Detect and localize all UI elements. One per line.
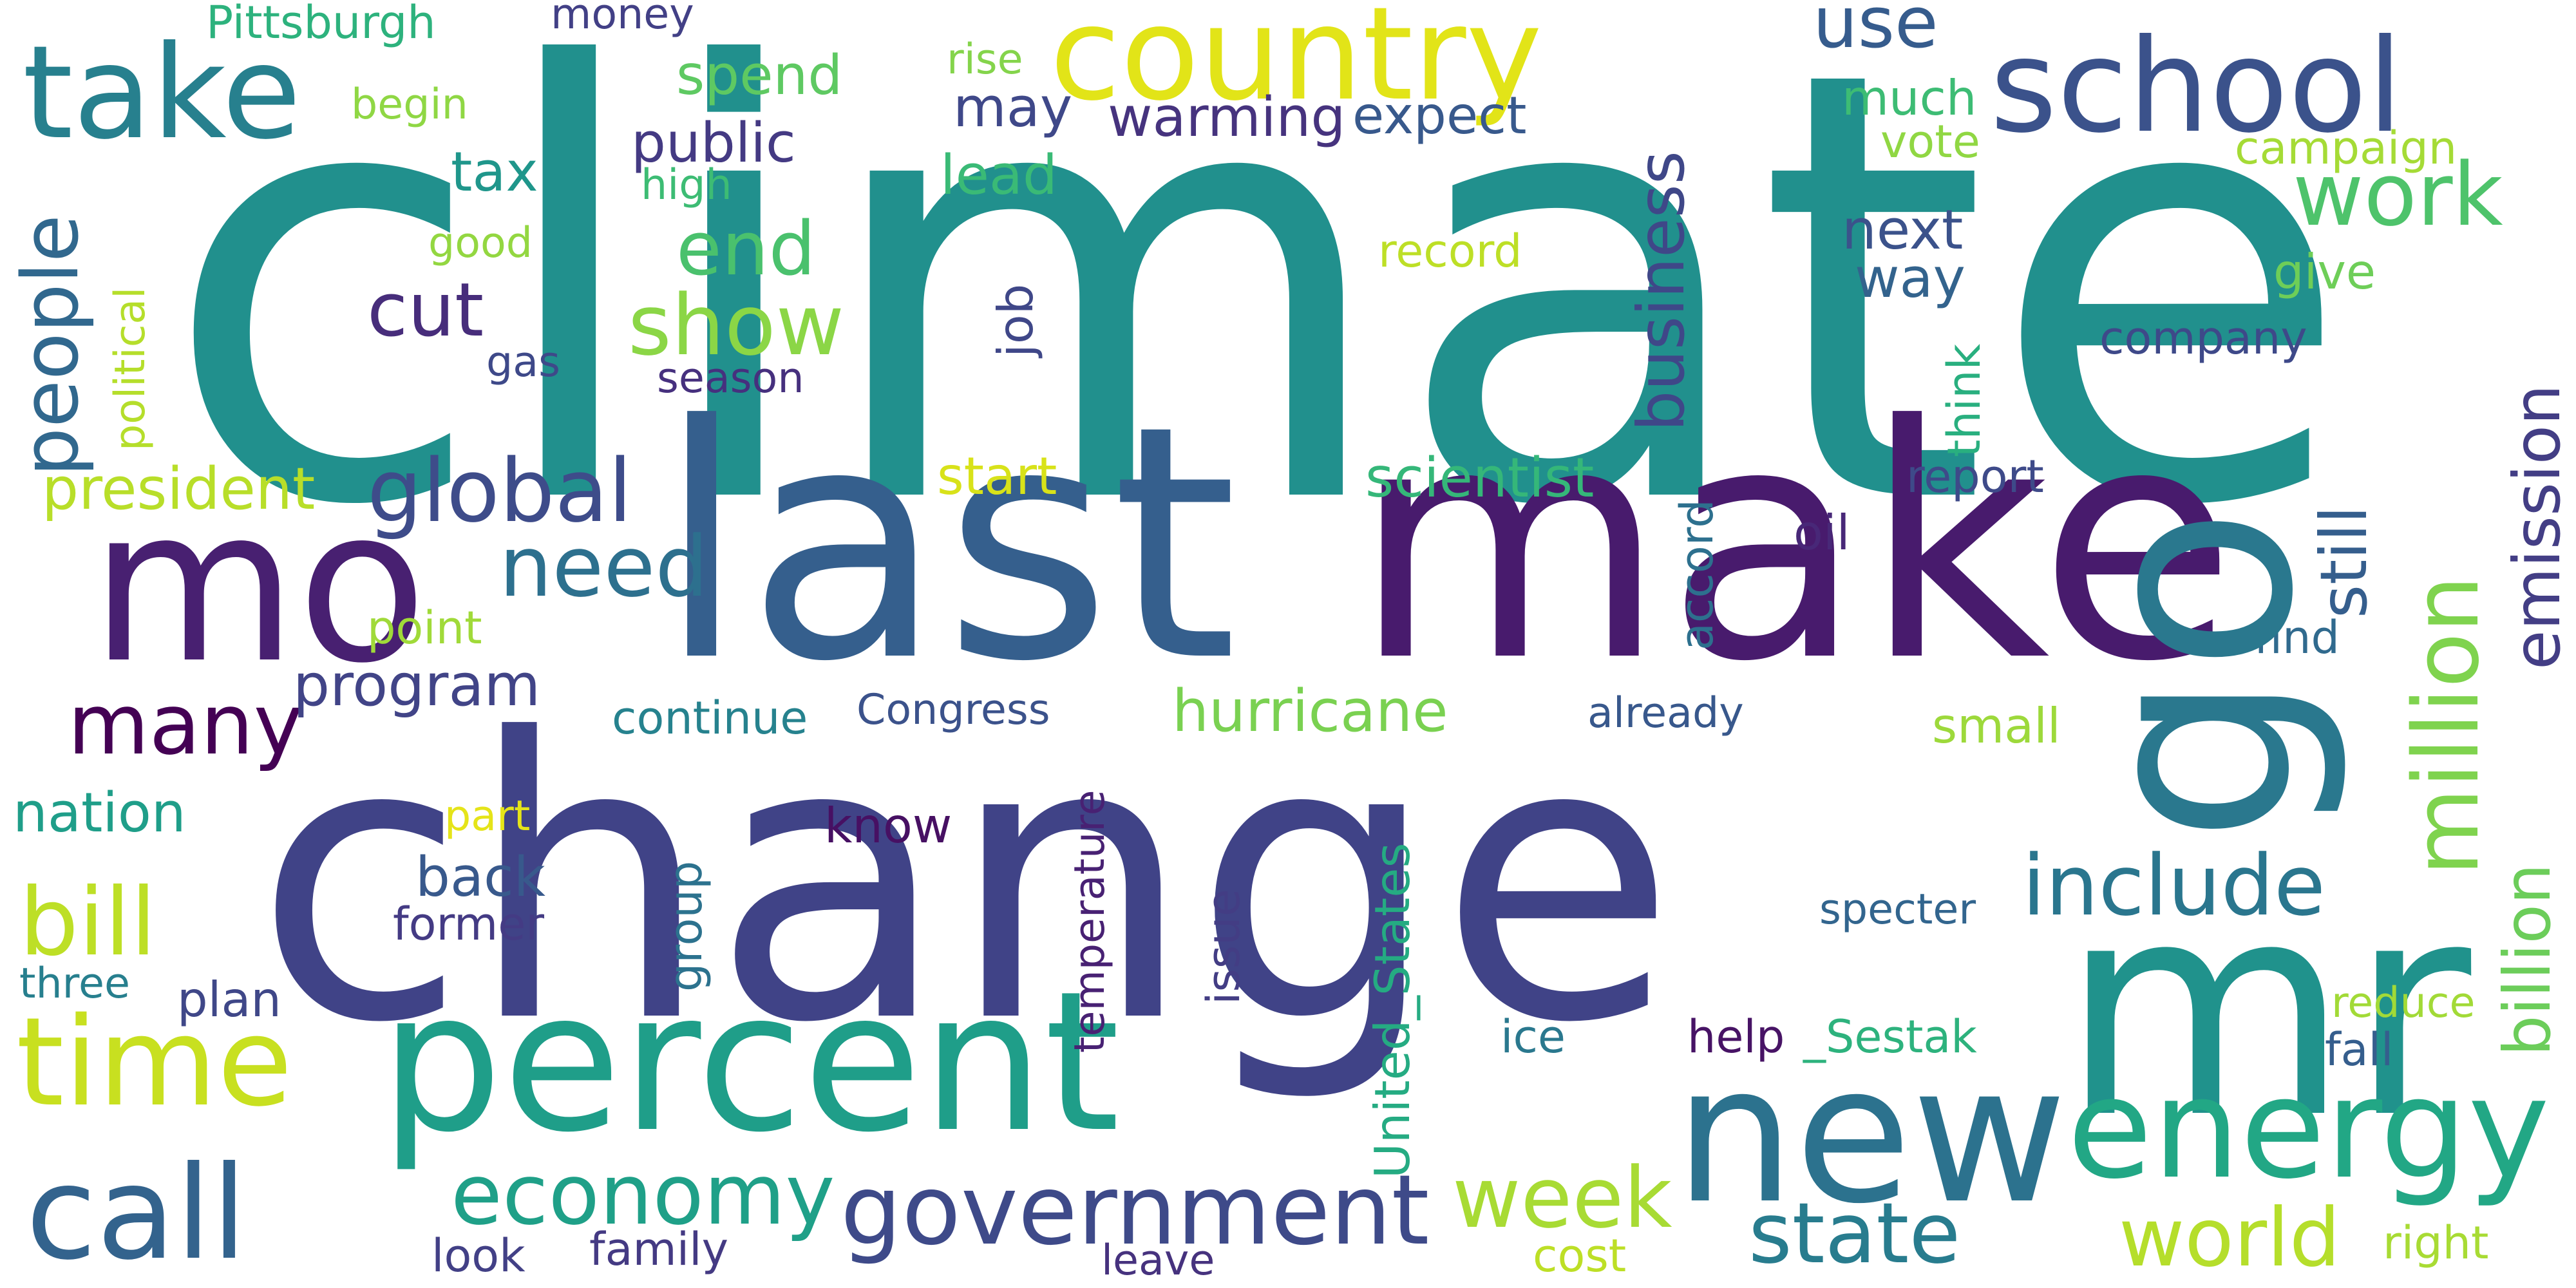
word-million: million [2394,575,2499,876]
word-cut: cut [367,267,484,354]
word-work: work [2293,144,2503,245]
word-begin: begin [351,80,468,129]
word-find: find [2254,611,2340,664]
word-go: go [2038,506,2353,844]
word-accord: accord [1671,499,1723,650]
word-mr: mr [2061,838,2472,1183]
word-still: still [2306,506,2382,618]
word-global: global [367,440,632,542]
word-next: next [1842,198,1964,262]
word-look: look [431,1229,526,1282]
word-give: give [2273,243,2376,300]
word-expect: expect [1352,86,1527,146]
word-time: time [16,991,293,1133]
word-end: end [676,206,816,292]
word-president: president [42,455,316,523]
word-already: already [1587,689,1744,737]
word-spend: spend [676,44,843,108]
word-warming: warming [1108,86,1346,149]
word-public: public [631,111,796,175]
word-change: change [254,657,1677,1107]
word-include: include [2022,837,2325,934]
word-small: small [1932,697,2061,754]
word-cost: cost [1533,1229,1627,1282]
word-part: part [444,792,531,840]
word-vote: vote [1880,115,1980,168]
word-fall: fall [2325,1023,2394,1076]
word-start: start [937,446,1057,506]
word-back: back [415,846,545,909]
word-issue: issue [1197,889,1250,1005]
word-Congress: Congress [857,686,1050,734]
word-campaign: campaign [2235,122,2458,175]
word-group: group [659,860,712,992]
word-people: people [6,214,96,477]
word-bill: bill [19,868,156,977]
word-specter: specter [1819,886,1976,934]
word-many: many [68,676,303,773]
word-last: last [657,357,1238,732]
word-good: good [428,219,533,267]
word-report: report [1906,450,2044,503]
word-company: company [2099,312,2307,365]
word-country: country [1050,0,1542,129]
word-need: need [499,518,708,616]
word-Pittsburgh: Pittsburgh [206,0,436,49]
word-mo: mo [90,462,428,710]
word-political: political [106,287,155,451]
word-school: school [1990,12,2403,162]
word-hurricane: hurricane [1172,677,1448,745]
word-oil: oil [1794,504,1850,561]
word-make: make [1352,357,2237,732]
word-season: season [657,354,804,402]
word-percent: percent [380,950,1121,1175]
word-job: job [987,283,1044,357]
word-tax: tax [451,140,538,204]
word-government: government [840,1155,1430,1267]
word-new: new [1674,1024,2067,1245]
word-energy: energy [2067,1048,2550,1209]
word-nation: nation [13,781,186,845]
word-state: state [1748,1184,1961,1282]
word-plan: plan [177,971,281,1028]
word-leave: leave [1101,1236,1215,1285]
word-business: business [1624,151,1699,431]
word-emission: emission [2499,384,2575,670]
word-know: know [824,797,952,854]
word-scientist: scientist [1365,446,1595,510]
word-continue: continue [612,692,808,744]
word-family: family [589,1223,729,1276]
word-former: former [393,898,545,951]
word-right: right [2383,1217,2489,1269]
word-way: way [1855,247,1965,310]
word-economy: economy [451,1146,835,1244]
word-United_States: United_States [1364,842,1421,1179]
word-high: high [641,161,732,209]
word-may: may [953,76,1073,140]
word-temperature: temperature [1066,790,1114,1053]
word-show: show [628,276,844,374]
word-help: help [1687,1010,1785,1063]
word-lead: lead [940,144,1057,207]
word-three: three [19,960,130,1008]
word-world: world [2119,1191,2341,1285]
word-_Sestak: _Sestak [1803,1010,1977,1063]
word-ice: ice [1501,1010,1566,1063]
word-week: week [1452,1149,1672,1247]
word-gas: gas [486,338,560,386]
word-think: think [1938,343,1991,457]
word-program: program [293,652,541,719]
word-much: much [1842,70,1977,126]
word-use: use [1813,0,1938,64]
word-money: money [551,0,694,39]
word-rise: rise [947,35,1023,84]
word-record: record [1378,225,1522,278]
word-point: point [367,601,482,654]
word-billion: billion [2490,863,2565,1056]
word-reduce: reduce [2331,979,2476,1027]
word-take: take [23,18,301,168]
word-call: call [26,1139,247,1288]
word-climate: climate [161,0,2353,634]
